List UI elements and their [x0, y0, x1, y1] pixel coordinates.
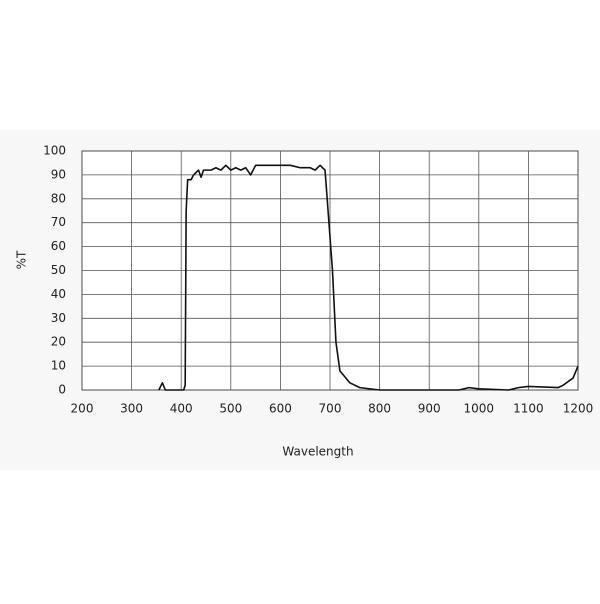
y-tick-label: 90: [51, 167, 66, 181]
y-tick-label: 60: [51, 239, 66, 253]
x-tick-label: 1200: [563, 402, 594, 416]
x-tick-label: 200: [71, 402, 94, 416]
y-tick-label: 20: [51, 335, 66, 349]
x-tick-label: 300: [120, 402, 143, 416]
y-tick-label: 30: [51, 311, 66, 325]
y-tick-label: 70: [51, 215, 66, 229]
x-tick-label: 600: [269, 402, 292, 416]
y-axis-label: %T: [15, 250, 29, 269]
x-tick-label: 700: [319, 402, 342, 416]
x-tick-label: 400: [170, 402, 193, 416]
data-line: [158, 164, 579, 391]
x-tick-label: 900: [418, 402, 441, 416]
x-tick-label: 1100: [513, 402, 544, 416]
x-axis-label: Wavelength: [282, 445, 353, 459]
y-tick-label: 10: [51, 359, 66, 373]
x-tick-label: 500: [219, 402, 242, 416]
x-tick-label: 1000: [464, 402, 495, 416]
y-tick-label: 50: [51, 263, 66, 277]
y-tick-label: 40: [51, 287, 66, 301]
y-tick-label: 80: [51, 191, 66, 205]
y-tick-label: 100: [43, 144, 66, 158]
y-tick-label: 0: [58, 383, 66, 397]
x-tick-label: 800: [368, 402, 391, 416]
